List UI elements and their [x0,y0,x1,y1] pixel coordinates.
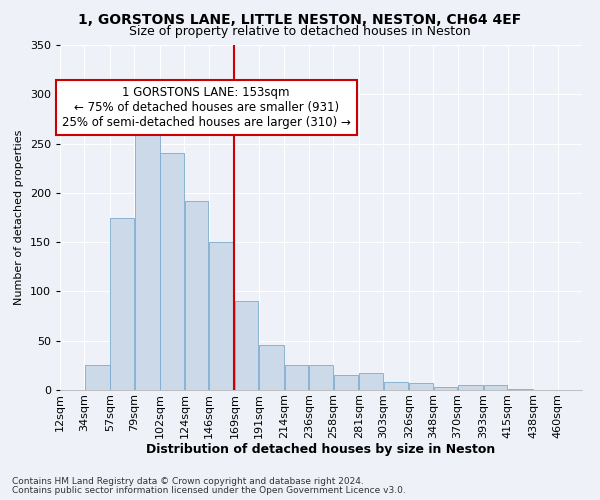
Bar [309,366,333,390]
Text: 1, GORSTONS LANE, LITTLE NESTON, NESTON, CH64 4EF: 1, GORSTONS LANE, LITTLE NESTON, NESTON,… [79,12,521,26]
X-axis label: Distribution of detached houses by size in Neston: Distribution of detached houses by size … [146,444,496,456]
Text: 1 GORSTONS LANE: 153sqm
← 75% of detached houses are smaller (931)
25% of semi-d: 1 GORSTONS LANE: 153sqm ← 75% of detache… [62,86,350,130]
Bar [285,366,308,390]
Y-axis label: Number of detached properties: Number of detached properties [14,130,24,305]
Bar [409,383,433,390]
Bar [508,389,533,390]
Bar [334,375,358,390]
Bar [235,302,259,390]
Bar [185,200,208,390]
Bar [458,385,483,390]
Text: Contains public sector information licensed under the Open Government Licence v3: Contains public sector information licen… [12,486,406,495]
Text: Size of property relative to detached houses in Neston: Size of property relative to detached ho… [129,25,471,38]
Bar [110,218,134,390]
Bar [259,344,284,390]
Bar [359,373,383,390]
Bar [85,366,110,390]
Bar [383,382,409,390]
Bar [484,385,507,390]
Bar [135,124,160,390]
Bar [434,387,457,390]
Bar [160,154,184,390]
Text: Contains HM Land Registry data © Crown copyright and database right 2024.: Contains HM Land Registry data © Crown c… [12,477,364,486]
Bar [209,242,234,390]
